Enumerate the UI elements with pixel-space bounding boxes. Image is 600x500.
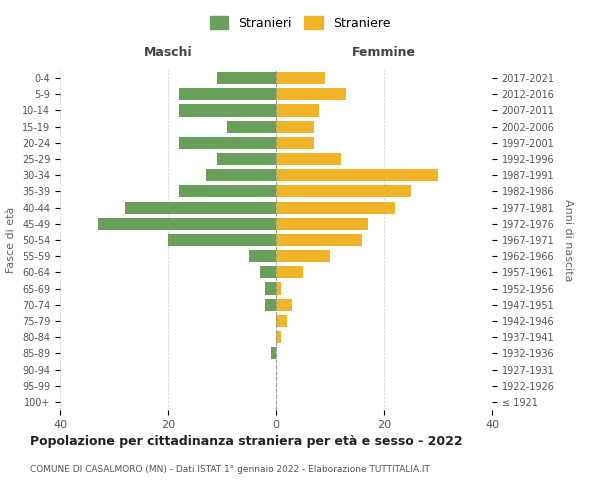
- Text: Femmine: Femmine: [352, 46, 416, 59]
- Bar: [276, 298, 292, 311]
- Bar: [276, 331, 281, 343]
- Bar: [260, 266, 276, 278]
- Bar: [179, 104, 276, 117]
- Bar: [276, 234, 362, 246]
- Bar: [98, 218, 276, 230]
- Text: COMUNE DI CASALMORO (MN) - Dati ISTAT 1° gennaio 2022 - Elaborazione TUTTITALIA.: COMUNE DI CASALMORO (MN) - Dati ISTAT 1°…: [30, 465, 430, 474]
- Bar: [276, 169, 438, 181]
- Bar: [249, 250, 276, 262]
- Bar: [271, 348, 276, 360]
- Bar: [206, 169, 276, 181]
- Bar: [276, 153, 341, 165]
- Bar: [276, 72, 325, 84]
- Bar: [125, 202, 276, 213]
- Text: Maschi: Maschi: [143, 46, 193, 59]
- Bar: [227, 120, 276, 132]
- Bar: [217, 153, 276, 165]
- Bar: [276, 88, 346, 101]
- Bar: [276, 137, 314, 149]
- Y-axis label: Anni di nascita: Anni di nascita: [563, 198, 573, 281]
- Bar: [276, 218, 368, 230]
- Bar: [276, 186, 411, 198]
- Y-axis label: Fasce di età: Fasce di età: [7, 207, 16, 273]
- Bar: [265, 282, 276, 294]
- Legend: Stranieri, Straniere: Stranieri, Straniere: [205, 11, 395, 35]
- Bar: [276, 266, 303, 278]
- Bar: [276, 120, 314, 132]
- Bar: [276, 315, 287, 327]
- Bar: [276, 282, 281, 294]
- Bar: [276, 202, 395, 213]
- Bar: [265, 298, 276, 311]
- Bar: [179, 186, 276, 198]
- Bar: [168, 234, 276, 246]
- Bar: [217, 72, 276, 84]
- Bar: [179, 137, 276, 149]
- Text: Popolazione per cittadinanza straniera per età e sesso - 2022: Popolazione per cittadinanza straniera p…: [30, 435, 463, 448]
- Bar: [276, 250, 330, 262]
- Bar: [179, 88, 276, 101]
- Bar: [276, 104, 319, 117]
